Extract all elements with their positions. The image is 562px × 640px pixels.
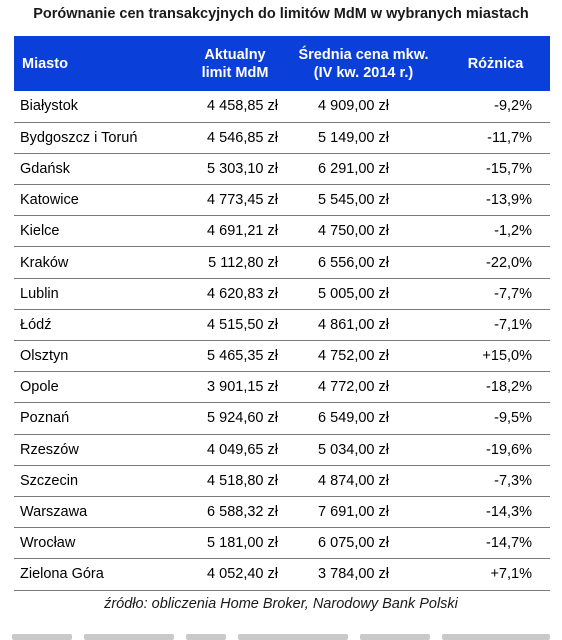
cell-city: Bydgoszcz i Toruń — [20, 129, 138, 146]
price-comparison-table: Miasto Aktualny limit MdM Średnia cena m… — [14, 36, 550, 591]
cell-city: Warszawa — [20, 504, 88, 521]
cell-limit: 4 518,80 zł — [207, 472, 278, 489]
cell-city: Kraków — [20, 254, 69, 271]
cell-price: 6 549,00 zł — [318, 410, 389, 427]
column-header-limit-line1: Aktualny — [204, 46, 266, 63]
cell-limit: 5 112,80 zł — [208, 254, 278, 271]
table-row: Zielona Góra 4 052,40 zł 3 784,00 zł +7,1% — [14, 559, 550, 590]
cell-city: Kielce — [20, 223, 60, 240]
cell-limit: 3 901,15 zł — [207, 379, 278, 396]
column-header-diff: Różnica — [441, 36, 550, 91]
cell-diff: +15,0% — [482, 348, 532, 365]
cell-limit: 4 515,50 zł — [207, 316, 278, 333]
column-header-price-line1: Średnia cena mkw. — [298, 46, 429, 63]
cell-diff: +7,1% — [490, 566, 532, 583]
cell-city: Opole — [20, 379, 59, 396]
cell-price: 4 909,00 zł — [318, 98, 389, 115]
table-row: Kraków 5 112,80 zł 6 556,00 zł -22,0% — [14, 247, 550, 279]
cell-price: 4 752,00 zł — [318, 348, 389, 365]
cell-city: Gdańsk — [20, 160, 70, 177]
table-row: Łódź 4 515,50 zł 4 861,00 zł -7,1% — [14, 309, 550, 341]
cell-city: Olsztyn — [20, 348, 69, 365]
cell-diff: -14,3% — [486, 504, 532, 521]
cropped-text-fragment — [0, 632, 562, 640]
cell-price: 5 149,00 zł — [318, 129, 389, 146]
cell-limit: 4 691,21 zł — [207, 223, 278, 240]
column-header-limit-line2: limit MdM — [201, 64, 269, 81]
cell-limit: 4 052,40 zł — [207, 566, 278, 583]
column-header-limit: Aktualny limit MdM — [174, 36, 286, 91]
cell-limit: 4 546,85 zł — [207, 129, 278, 146]
cell-diff: -1,2% — [494, 223, 532, 240]
cell-diff: -13,9% — [486, 192, 532, 209]
table-row: Lublin 4 620,83 zł 5 005,00 zł -7,7% — [14, 278, 550, 310]
cell-price: 3 784,00 zł — [318, 566, 389, 583]
cell-diff: -15,7% — [486, 160, 532, 177]
table-header: Miasto Aktualny limit MdM Średnia cena m… — [14, 36, 550, 91]
cell-limit: 5 181,00 zł — [207, 535, 278, 552]
cell-price: 5 545,00 zł — [318, 192, 389, 209]
cell-diff: -9,5% — [494, 410, 532, 427]
cell-diff: -19,6% — [486, 441, 532, 458]
cell-limit: 4 458,85 zł — [207, 98, 278, 115]
cell-city: Białystok — [20, 98, 79, 115]
cell-price: 6 291,00 zł — [318, 160, 389, 177]
cell-diff: -9,2% — [494, 98, 532, 115]
cell-limit: 6 588,32 zł — [207, 504, 278, 521]
cell-price: 5 005,00 zł — [318, 285, 389, 302]
table-row: Bydgoszcz i Toruń 4 546,85 zł 5 149,00 zł -… — [14, 122, 550, 154]
cell-diff: -7,3% — [494, 472, 532, 489]
cell-limit: 4 049,65 zł — [207, 441, 278, 458]
column-header-diff-label: Różnica — [467, 55, 524, 72]
column-header-price-line2: (IV kw. 2014 r.) — [313, 64, 414, 81]
cell-city: Łódź — [20, 316, 52, 333]
source-note: źródło: obliczenia Home Broker, Narodowy… — [104, 596, 458, 612]
table-row: Rzeszów 4 049,65 zł 5 034,00 zł -19,6% — [14, 434, 550, 466]
cell-price: 4 874,00 zł — [318, 472, 389, 489]
table-row: Wrocław 5 181,00 zł 6 075,00 zł -14,7% — [14, 528, 550, 559]
table-row: Opole 3 901,15 zł 4 772,00 zł -18,2% — [14, 372, 550, 403]
cell-diff: -11,7% — [487, 129, 532, 146]
cell-price: 4 772,00 zł — [318, 379, 389, 396]
cell-price: 5 034,00 zł — [318, 441, 389, 458]
cell-city: Katowice — [20, 192, 79, 209]
table-row: Warszawa 6 588,32 zł 7 691,00 zł -14,3% — [14, 496, 550, 528]
table-row: Szczecin 4 518,80 zł 4 874,00 zł -7,3% — [14, 465, 550, 497]
header-row: Miasto Aktualny limit MdM Średnia cena m… — [14, 36, 550, 91]
table-row: Białystok 4 458,85 zł 4 909,00 zł -9,2% — [14, 91, 550, 123]
cell-city: Zielona Góra — [20, 566, 104, 583]
cell-price: 4 750,00 zł — [318, 223, 389, 240]
cell-city: Wrocław — [20, 535, 76, 552]
cell-city: Rzeszów — [20, 441, 79, 458]
table-row: Olsztyn 5 465,35 zł 4 752,00 zł +15,0% — [14, 341, 550, 372]
cell-price: 6 556,00 zł — [318, 254, 389, 271]
cell-diff: -7,1% — [494, 316, 532, 333]
column-header-city-label: Miasto — [22, 55, 68, 72]
cell-diff: -18,2% — [486, 379, 532, 396]
table-title: Porównanie cen transakcyjnych do limitów… — [33, 6, 529, 22]
table-body: Białystok 4 458,85 zł 4 909,00 zł -9,2% Bydg… — [14, 91, 550, 590]
table-row: Gdańsk 5 303,10 zł 6 291,00 zł -15,7% — [14, 153, 550, 185]
cell-limit: 5 465,35 zł — [207, 348, 278, 365]
cell-limit: 5 924,60 zł — [207, 410, 278, 427]
cell-diff: -22,0% — [486, 254, 532, 271]
table-row: Poznań 5 924,60 zł 6 549,00 zł -9,5% — [14, 403, 550, 435]
cell-city: Poznań — [20, 410, 70, 427]
cell-limit: 5 303,10 zł — [207, 160, 278, 177]
table-row: Katowice 4 773,45 zł 5 545,00 zł -13,9% — [14, 185, 550, 216]
table-row: Kielce 4 691,21 zł 4 750,00 zł -1,2% — [14, 216, 550, 247]
cell-city: Szczecin — [20, 472, 79, 489]
column-header-price: Średnia cena mkw. (IV kw. 2014 r.) — [286, 36, 441, 91]
cell-diff: -7,7% — [494, 285, 532, 302]
cell-price: 6 075,00 zł — [318, 535, 389, 552]
cell-limit: 4 773,45 zł — [207, 192, 278, 209]
cell-diff: -14,7% — [486, 535, 532, 552]
cell-city: Lublin — [20, 285, 59, 302]
column-header-city: Miasto — [14, 36, 174, 91]
cell-price: 4 861,00 zł — [318, 316, 389, 333]
cell-price: 7 691,00 zł — [318, 504, 389, 521]
cell-limit: 4 620,83 zł — [207, 285, 278, 302]
